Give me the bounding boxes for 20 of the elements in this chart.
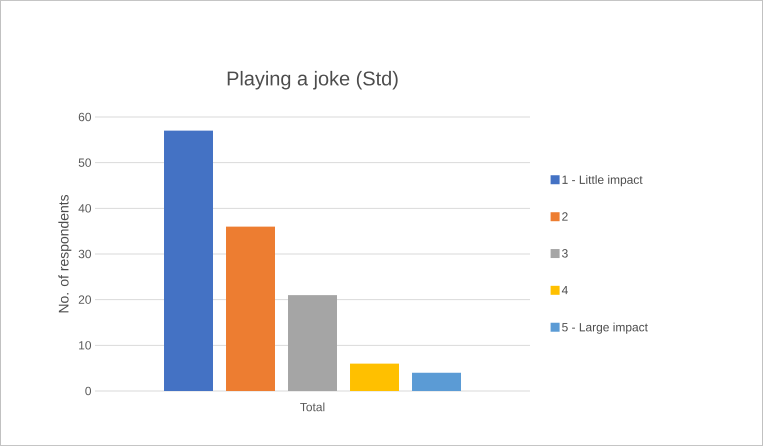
legend-label: 5 - Large impact: [562, 322, 648, 334]
x-tick-label: Total: [300, 402, 324, 412]
y-tick-label: 10: [79, 341, 92, 350]
y-tick-label: 50: [78, 158, 92, 167]
legend-label: 4: [562, 286, 568, 294]
legend-label: 3: [562, 249, 568, 258]
legend-label: 2: [562, 212, 568, 221]
y-tick-label: 60: [78, 112, 92, 122]
y-tick-label: 0: [85, 386, 92, 396]
bar: [164, 130, 214, 391]
bar: [350, 364, 400, 391]
y-axis-title: No. of respondents: [58, 194, 72, 312]
bar: [412, 372, 462, 391]
legend-label: 1 - Little impact: [562, 175, 643, 186]
y-tick-label: 20: [78, 295, 92, 304]
y-tick-label: 30: [78, 250, 92, 258]
bar: [226, 226, 276, 391]
chart-title: Playing a joke (Std): [228, 70, 398, 90]
bar: [288, 295, 338, 391]
y-tick-label: 40: [78, 204, 92, 213]
